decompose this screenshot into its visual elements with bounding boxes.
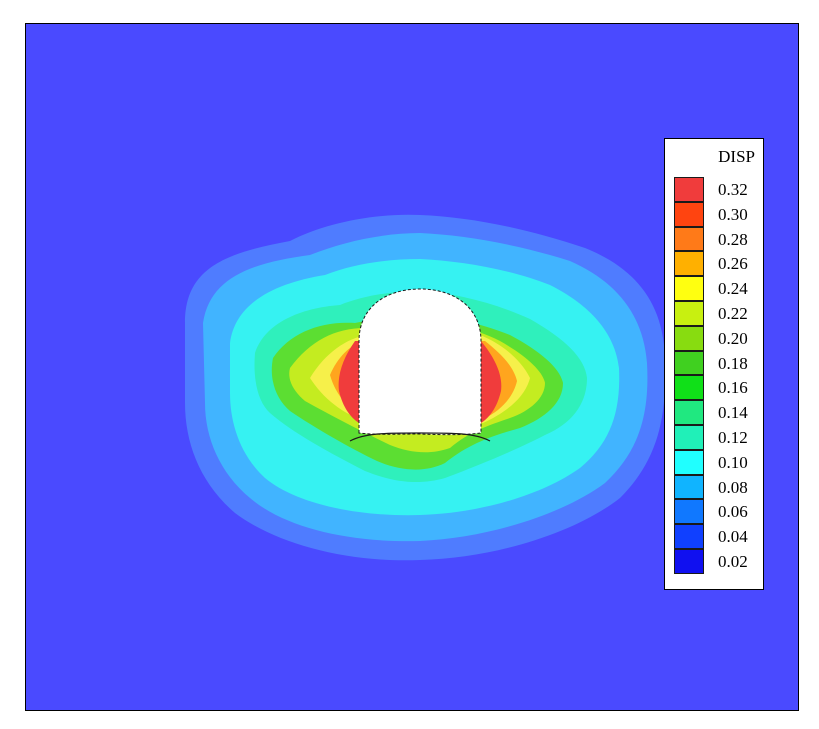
legend-swatch [674,350,704,376]
legend-swatch [674,177,704,202]
legend-swatch [674,449,704,475]
legend-swatch [674,276,704,301]
tunnel-opening [358,288,482,436]
legend-swatch [674,325,704,351]
legend-swatch [674,474,704,500]
legend-swatch [674,400,704,425]
legend-swatch [674,201,704,227]
legend-label: 0.30 [718,204,748,224]
legend-label: 0.22 [718,303,748,323]
legend-label: 0.04 [718,527,748,547]
legend-label: 0.02 [718,551,748,571]
legend-label: 0.10 [718,452,748,472]
legend-swatch [674,524,704,549]
legend-label: 0.28 [718,229,748,249]
legend-label: 0.20 [718,328,748,348]
color-legend: DISP 0.32 0.30 0.28 0.26 0.24 0.22 0.20 0.18 0.1… [664,138,764,590]
contour-band-0.32-right [481,341,502,423]
legend-swatch [674,226,704,252]
legend-swatch [674,424,704,450]
legend-swatch [674,499,704,525]
legend-label: 0.32 [718,180,748,199]
legend-label: 0.24 [718,279,748,299]
legend-label: 0.06 [718,502,748,522]
legend-label: 0.12 [718,427,748,447]
contour-band-0.32-left [338,341,359,423]
legend-swatch [674,300,704,326]
legend-label: 0.26 [718,254,748,274]
legend-swatch [674,375,704,401]
tunnel-floor-edge [349,432,491,442]
legend-swatch [674,251,704,277]
legend-label: 0.18 [718,353,748,373]
legend-title: DISP [718,147,755,166]
legend-label: 0.16 [718,378,748,398]
legend-swatch [674,548,704,574]
legend-label: 0.14 [718,403,748,423]
legend-label: 0.08 [718,477,748,497]
